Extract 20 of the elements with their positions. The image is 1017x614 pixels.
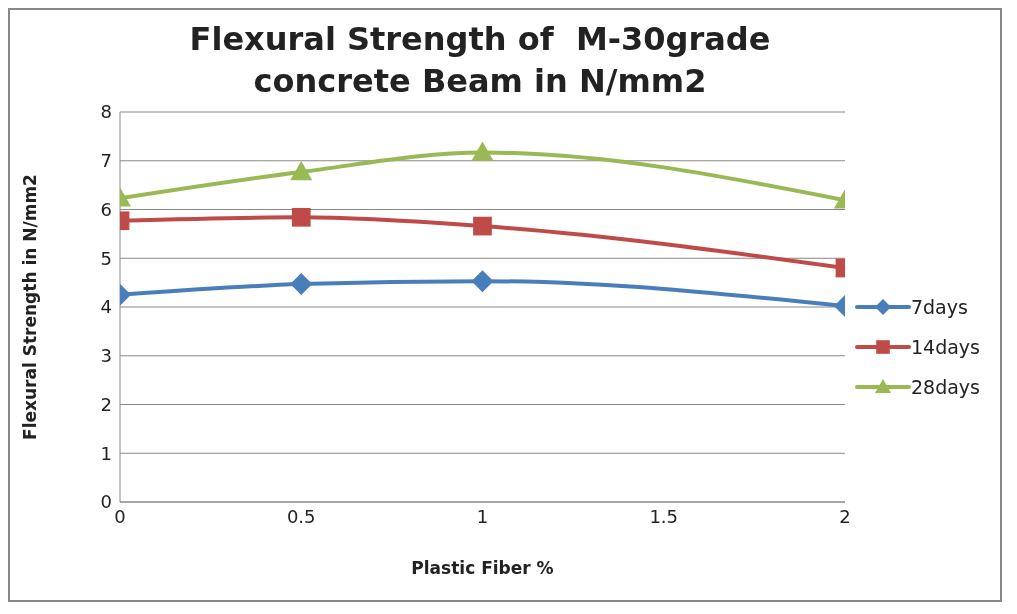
legend-label: 7days [910, 296, 968, 318]
y-tick-label: 0 [100, 491, 112, 513]
chart-title: Flexural Strength of M-30grade concrete Beam in N/mm2 [188, 19, 772, 102]
legend-label: 14days [910, 336, 980, 358]
y-tick-label: 3 [100, 345, 112, 367]
x-tick-label: 0.5 [286, 505, 316, 527]
y-tick-label: 7 [100, 150, 112, 172]
y-tick-label: 1 [100, 442, 112, 464]
y-tick-label: 8 [100, 101, 112, 123]
y-tick-label: 2 [100, 393, 112, 415]
y-axis-title: Flexural Strength in N/mm2 [20, 174, 41, 440]
x-axis-title: Plastic Fiber % [411, 558, 554, 579]
x-tick-label: 1.5 [649, 505, 679, 527]
x-tick-label: 0 [114, 505, 126, 527]
y-tick-label: 6 [100, 198, 112, 220]
y-tick-label: 5 [100, 247, 112, 269]
legend-label: 28days [910, 376, 980, 398]
x-tick-label: 1 [476, 505, 489, 527]
x-tick-label: 2 [839, 505, 851, 527]
y-tick-label: 4 [100, 296, 112, 318]
